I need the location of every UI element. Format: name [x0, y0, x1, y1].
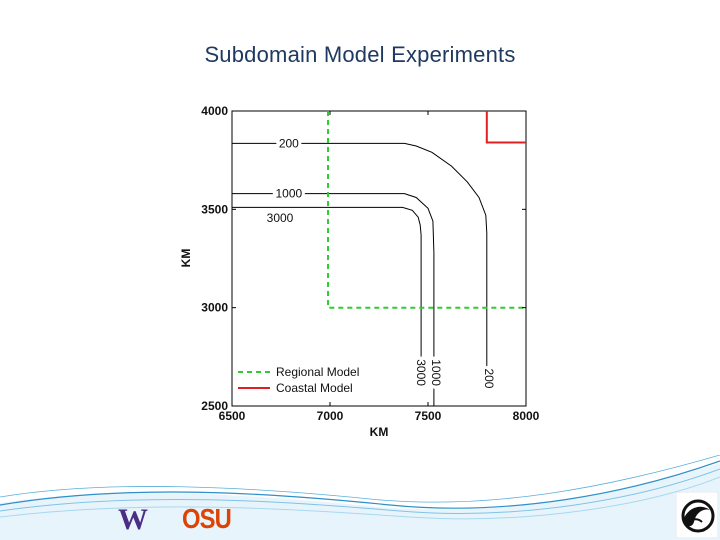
contour-label-bg	[481, 365, 496, 391]
x-tick-label: 8000	[513, 409, 540, 423]
legend-label: Regional Model	[276, 365, 359, 379]
y-tick-label: 4000	[201, 104, 228, 118]
contour-line-1000	[232, 193, 435, 253]
x-tick-label: 7500	[415, 409, 442, 423]
y-tick-label: 2500	[201, 399, 228, 413]
footer-wave-line-3	[0, 476, 720, 520]
series-coastal-model	[485, 111, 526, 144]
x-tick-label: 7000	[317, 409, 344, 423]
x-axis-title: KM	[370, 425, 389, 439]
footer-wave-line-1	[0, 460, 720, 509]
contour-line-200	[232, 142, 488, 367]
contour-label-3000: 3000	[414, 359, 428, 386]
footer-wave-line-2	[0, 468, 720, 514]
contour-label-1000: 1000	[275, 187, 302, 201]
plot-frame	[231, 110, 527, 407]
contour-label-200: 200	[279, 136, 299, 150]
contour-label-1000: 1000	[429, 359, 443, 386]
series-layer	[327, 111, 526, 309]
y-tick-label: 3500	[201, 202, 228, 216]
wave-emblem-icon	[676, 492, 718, 538]
contour-label-bg	[428, 356, 443, 389]
slide-title: Subdomain Model Experiments	[204, 42, 516, 67]
contour-label-bg	[272, 186, 305, 201]
footer-wave-band	[0, 463, 720, 540]
contour-label-bg	[276, 136, 302, 151]
series-regional-model	[327, 111, 526, 309]
x-tick-label: 6500	[219, 409, 246, 423]
contour-line-3000	[232, 206, 422, 235]
contour-label-200: 200	[482, 368, 496, 388]
bathymetry-chart: 6500 7000 7500 8000 2500 3000 3500 4000 200 1000…	[179, 104, 540, 439]
legend-label: Coastal Model	[276, 381, 353, 395]
y-axis-title: KM	[179, 249, 193, 268]
chart-legend: Regional Model Coastal Model	[238, 365, 359, 395]
y-tick-label: 3000	[201, 301, 228, 315]
contour-label-bg	[414, 356, 429, 389]
contour-label-bg	[264, 211, 297, 226]
osu-logo: OSU	[182, 503, 232, 534]
footer-wave-decoration	[0, 455, 720, 540]
contours-layer	[232, 142, 488, 406]
footer-wave-line-4	[0, 455, 720, 503]
contour-label-3000: 3000	[267, 211, 294, 225]
uw-logo: W	[118, 503, 148, 536]
ticks-layer: 6500 7000 7500 8000 2500 3000 3500 4000	[201, 104, 539, 423]
